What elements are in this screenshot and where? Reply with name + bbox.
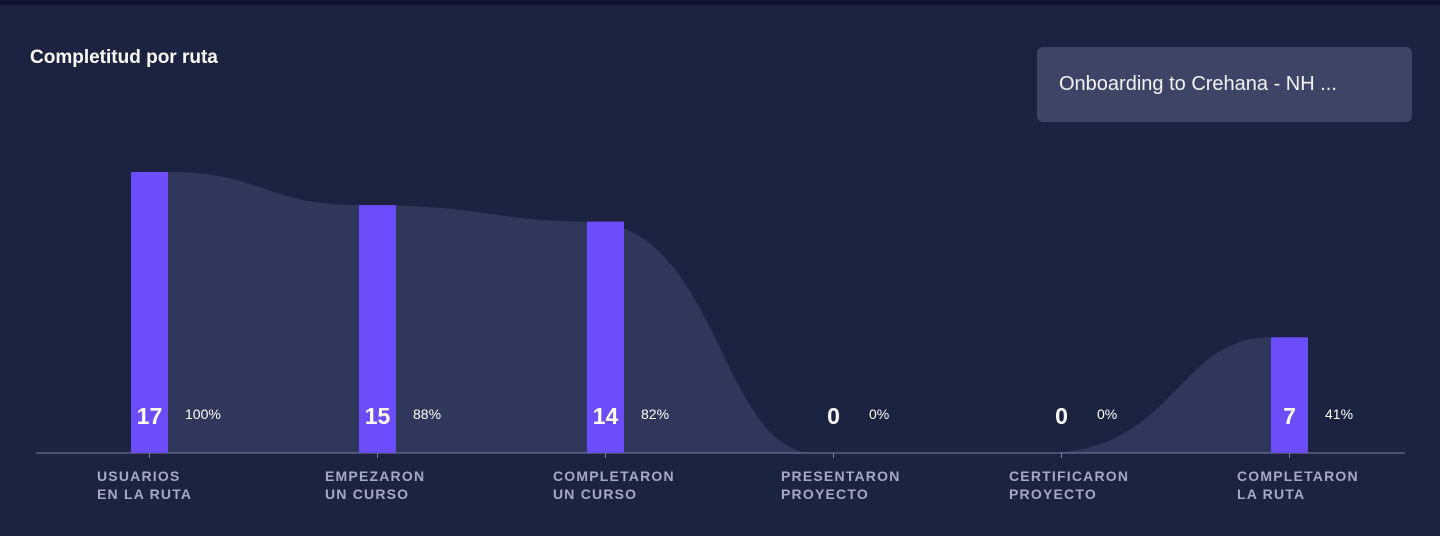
category-label: PROYECTO xyxy=(781,486,869,502)
bar-count-label: 17 xyxy=(137,403,163,429)
category-label: EMPEZARON xyxy=(325,468,425,484)
labels-group: 17 100% USUARIOS EN LA RUTA 15 88% EMPEZARON UN… xyxy=(97,403,1359,502)
category-label: COMPLETARON xyxy=(1237,468,1359,484)
funnel-area xyxy=(168,172,1271,453)
bar xyxy=(131,172,168,453)
bar-count-label: 0 xyxy=(1055,403,1068,429)
category-label: EN LA RUTA xyxy=(97,486,192,502)
category-label: UN CURSO xyxy=(553,486,637,502)
category-label: PRESENTARON xyxy=(781,468,901,484)
bar-percent-label: 0% xyxy=(1097,406,1117,422)
bars-group xyxy=(131,172,1308,458)
category-label: UN CURSO xyxy=(325,486,409,502)
bar-percent-label: 82% xyxy=(641,406,669,422)
category-label: PROYECTO xyxy=(1009,486,1097,502)
chart-title: Completitud por ruta xyxy=(30,47,218,68)
bar-count-label: 7 xyxy=(1283,403,1296,429)
bar xyxy=(1271,337,1308,453)
bar xyxy=(359,205,396,453)
bar xyxy=(587,221,624,453)
category-label: LA RUTA xyxy=(1237,486,1305,502)
route-select-dropdown[interactable]: Onboarding to Crehana - NH ... xyxy=(1037,47,1412,122)
bar-percent-label: 0% xyxy=(869,406,889,422)
category-label: CERTIFICARON xyxy=(1009,468,1129,484)
route-select-value: Onboarding to Crehana - NH ... xyxy=(1059,73,1337,95)
bar-percent-label: 100% xyxy=(185,406,221,422)
category-label: COMPLETARON xyxy=(553,468,675,484)
bar-percent-label: 88% xyxy=(413,406,441,422)
bar-count-label: 14 xyxy=(593,403,619,429)
bar-count-label: 0 xyxy=(827,403,840,429)
bar-percent-label: 41% xyxy=(1325,406,1353,422)
bar-count-label: 15 xyxy=(365,403,391,429)
top-strip xyxy=(0,0,1440,5)
category-label: USUARIOS xyxy=(97,468,181,484)
